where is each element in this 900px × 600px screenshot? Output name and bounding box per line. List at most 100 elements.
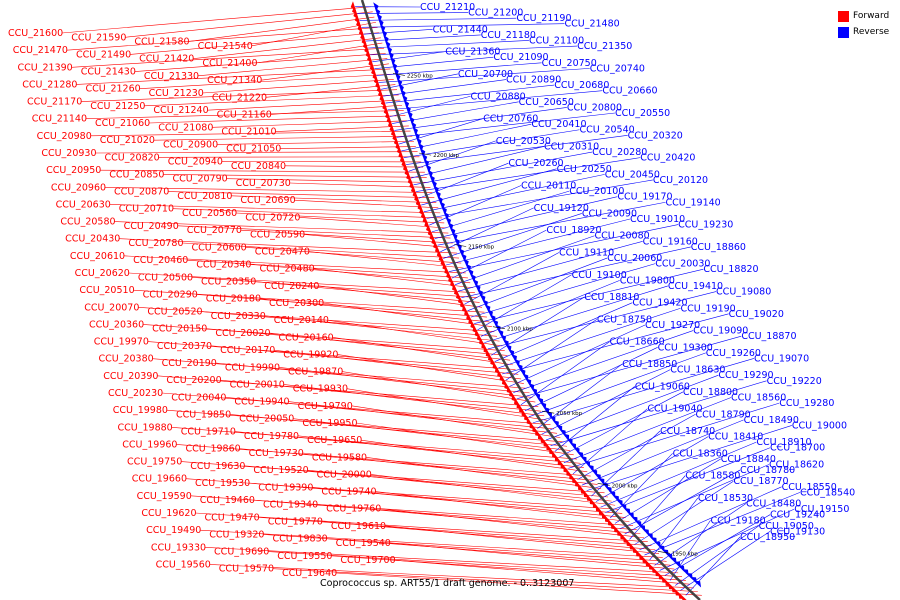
forward-label-leader [123,255,466,274]
reverse-label-leader [461,246,691,299]
forward-label-leader [318,285,483,308]
forward-gene-mark [580,486,588,495]
forward-gene-label: CCU_19860 [185,444,240,455]
forward-label-leader [191,276,478,298]
forward-gene-mark [671,585,679,593]
reverse-label-leader [449,224,679,272]
forward-label-leader [138,306,495,332]
reverse-gene-label: CCU_19080 [716,287,771,298]
reverse-gene-label: CCU_20740 [590,63,645,74]
reverse-label-leader [370,45,578,56]
forward-label-leader [153,135,413,141]
forward-gene-label: CCU_20240 [264,281,319,292]
reverse-gene-label: CCU_20260 [508,158,563,169]
forward-label-leader [234,431,581,464]
reverse-gene-label: CCU_19160 [643,236,698,247]
forward-gene-mark [617,529,624,537]
forward-label-leader [226,178,429,183]
reverse-gene-label: CCU_20800 [567,102,622,113]
forward-gene-label: CCU_19980 [113,405,168,416]
forward-label-leader [346,388,548,421]
reverse-label-leader [563,397,732,463]
scale-tick-label: 2150 kbp [468,245,494,251]
reverse-label-leader [357,12,469,14]
forward-gene-label: CCU_19540 [336,538,391,549]
reverse-label-leader [406,135,628,165]
forward-label-leader [294,199,439,209]
legend: Forward Reverse [838,8,900,40]
reverse-label-leader [359,17,517,21]
forward-gene-mark [645,559,653,567]
reverse-gene-label: CCU_20030 [655,259,710,270]
reverse-label-leader [470,263,656,318]
reverse-gene-label: CCU_20890 [506,75,561,86]
forward-label-leader [128,272,475,293]
reverse-gene-label: CCU_19050 [759,521,814,532]
scale-tick [454,244,467,247]
forward-gene-label: CCU_20930 [41,148,96,159]
reverse-gene-mark [657,545,665,553]
forward-label-leader [129,32,380,55]
forward-gene-label: CCU_21540 [198,41,253,52]
forward-label-leader [264,315,500,342]
forward-label-leader [139,73,393,90]
forward-gene-label: CCU_21590 [71,32,126,43]
reverse-gene-label: CCU_18700 [770,443,825,454]
forward-label-leader [389,542,675,570]
forward-gene-mark [572,476,579,484]
forward-label-leader [209,564,694,589]
reverse-gene-label: CCU_18860 [691,242,746,253]
forward-label-leader [288,401,558,434]
reverse-gene-label: CCU_19270 [645,320,700,331]
reverse-gene-label: CCU_19290 [718,370,773,381]
forward-gene-label: CCU_19970 [94,337,149,348]
forward-label-leader [308,251,464,269]
reverse-label-leader [387,90,603,111]
forward-gene-label: CCU_19580 [312,452,367,463]
reverse-label-leader [367,40,529,49]
reverse-label-leader [600,441,757,508]
forward-label-leader [322,302,492,328]
reverse-gene-label: CCU_18550 [782,482,837,493]
forward-label-leader [272,568,698,592]
reverse-gene-label: CCU_18540 [800,487,855,498]
forward-label-leader [163,174,427,178]
forward-gene-label: CCU_19740 [321,487,376,498]
reverse-gene-label: CCU_18950 [740,532,795,543]
forward-label-leader [95,151,418,154]
scale-tick [419,152,432,156]
reverse-gene-label: CCU_18580 [685,471,740,482]
scale-tick-label: 2050 kbp [556,411,582,417]
reverse-gene-mark [402,94,408,104]
forward-gene-mark [629,542,637,551]
forward-gene-label: CCU_19390 [258,482,313,493]
reverse-gene-mark [693,580,702,588]
forward-label-leader [394,559,690,585]
label-connectors [61,6,801,596]
forward-swatch [838,10,849,22]
forward-gene-label: CCU_20950 [46,165,101,176]
reverse-gene-label: CCU_19060 [635,381,690,392]
forward-gene-mark [526,417,533,426]
forward-gene-mark [661,576,669,584]
reverse-gene-mark [405,105,411,115]
reverse-label-leader [669,520,711,581]
reverse-gene-label: CCU_19260 [706,348,761,359]
forward-gene-label: CCU_21260 [85,84,140,95]
forward-gene-label: CCU_20510 [79,285,134,296]
forward-gene-label: CCU_20380 [98,354,153,365]
forward-label-leader [327,319,503,347]
forward-label-leader [81,89,398,102]
forward-gene-label: CCU_21430 [81,67,136,78]
forward-label-leader [144,94,399,107]
reverse-label-leader [649,497,699,561]
forward-gene-mark [578,483,585,492]
reverse-gene-label: CCU_19140 [666,197,721,208]
scale-tick [657,551,670,554]
forward-label-leader [61,6,372,34]
reverse-label-leader [537,363,623,429]
reverse-gene-mark [590,469,598,477]
reverse-gene-label: CCU_20100 [569,186,624,197]
reverse-label-leader [458,241,643,292]
reverse-gene-label: CCU_20060 [607,253,662,264]
